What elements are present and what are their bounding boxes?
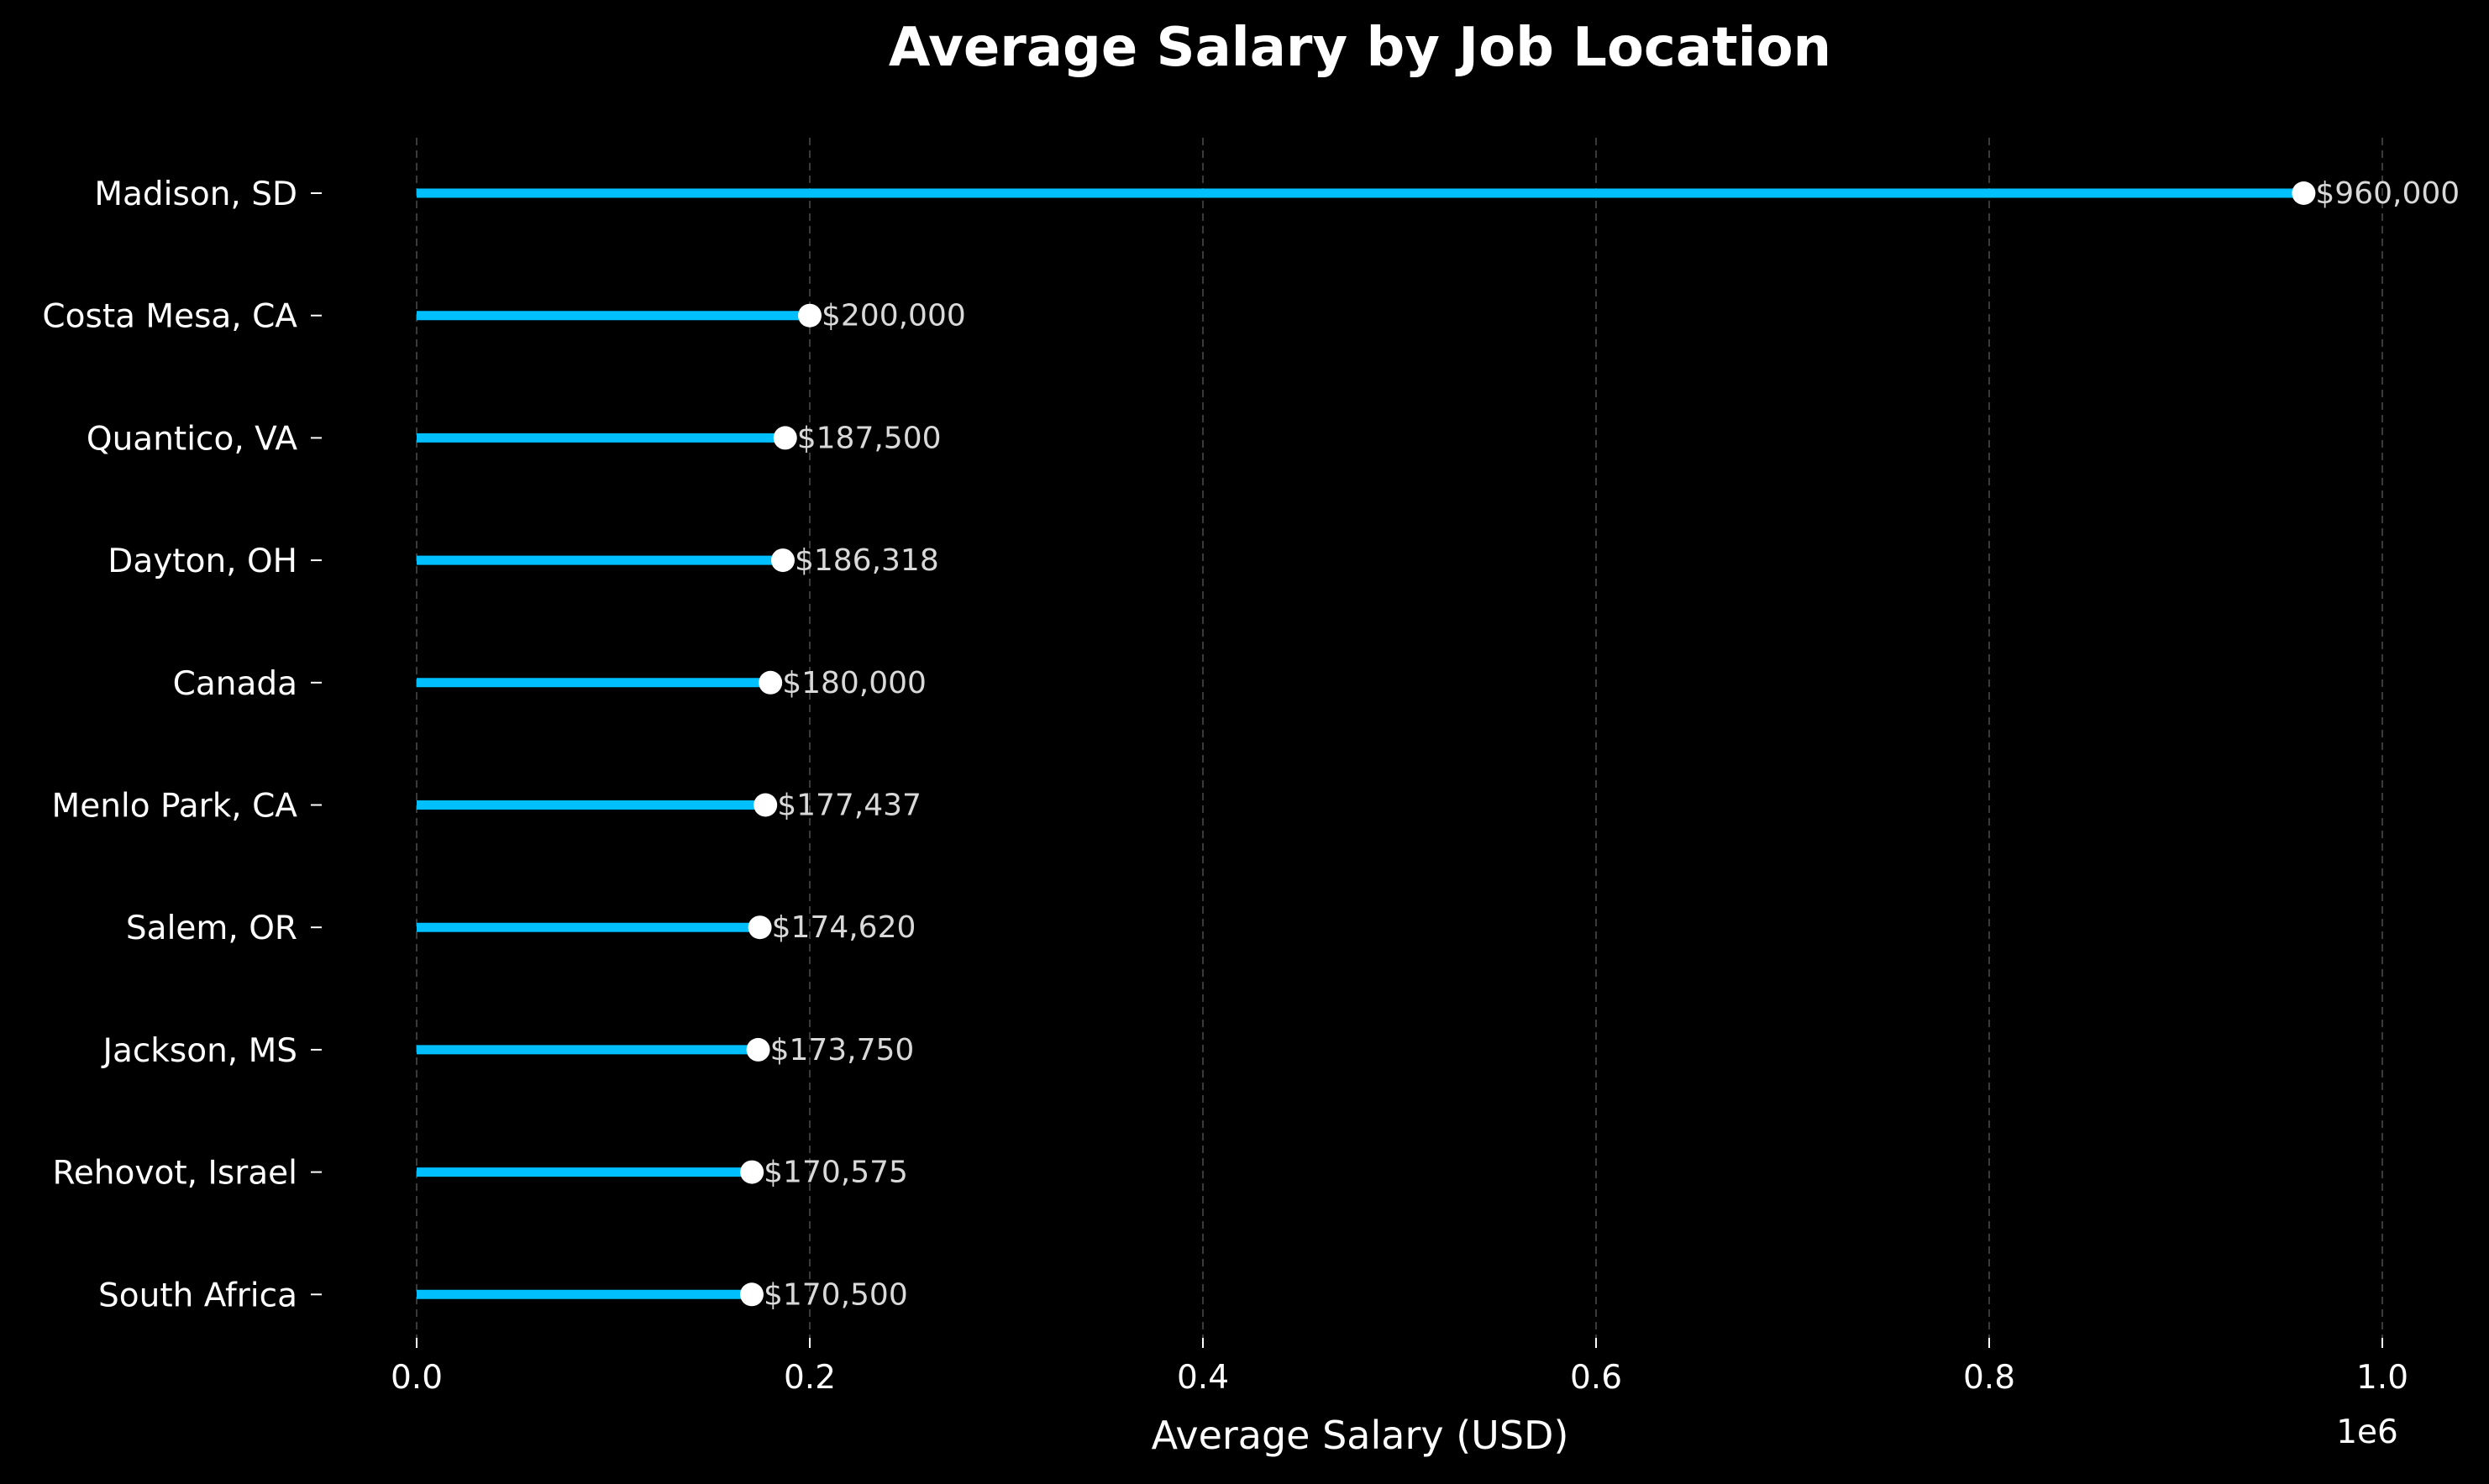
x-tick-label: 0.4 — [1177, 1359, 1229, 1397]
x-axis-offset-label: 1e6 — [2336, 1413, 2398, 1451]
category-label: Madison, SD — [94, 176, 297, 213]
lollipop-marker — [770, 548, 795, 573]
x-tick-label: 0.6 — [1570, 1359, 1622, 1397]
value-label: $173,750 — [770, 1033, 915, 1067]
x-tick-label: 0.0 — [391, 1359, 443, 1397]
data-label-layer: $960,000 $200,000 $187,500 $186,318 $180,000… — [764, 176, 2460, 1312]
category-label: Canada — [173, 665, 297, 703]
value-label: $960,000 — [2315, 176, 2460, 211]
lollipop-marker — [740, 1160, 764, 1184]
x-axis-label: Average Salary (USD) — [1152, 1413, 1569, 1458]
x-tick-label: 0.8 — [1963, 1359, 2015, 1397]
value-label: $174,620 — [772, 910, 916, 945]
x-tick-label: 0.2 — [784, 1359, 836, 1397]
stem-layer — [417, 188, 2304, 1299]
lollipop-marker — [759, 670, 783, 695]
category-label: South Africa — [98, 1277, 297, 1314]
lollipop-marker — [2292, 181, 2316, 205]
value-label: $170,500 — [764, 1277, 908, 1312]
lollipop-marker — [748, 915, 772, 940]
marker-layer — [739, 181, 2316, 1307]
category-label: Rehovot, Israel — [52, 1155, 297, 1193]
y-tick-layer: Madison, SD Costa Mesa, CA Quantico, VA Day… — [42, 176, 322, 1314]
value-label: $200,000 — [822, 299, 966, 333]
category-label: Costa Mesa, CA — [42, 298, 297, 336]
value-label: $186,318 — [795, 543, 939, 578]
category-label: Salem, OR — [126, 910, 297, 947]
value-label: $177,437 — [777, 789, 922, 823]
lollipop-marker — [754, 793, 778, 817]
x-tick-layer: 0.0 0.2 0.4 0.6 0.8 1.0 — [391, 1338, 2408, 1397]
x-tick-label: 1.0 — [2356, 1359, 2408, 1397]
lollipop-marker — [746, 1037, 770, 1062]
value-label: $180,000 — [782, 666, 927, 700]
lollipop-marker — [739, 1282, 764, 1307]
grid-layer — [416, 138, 2383, 1338]
category-label: Jackson, MS — [100, 1032, 297, 1070]
lollipop-marker — [773, 426, 797, 450]
category-label: Quantico, VA — [87, 420, 297, 458]
value-label: $170,575 — [764, 1156, 908, 1190]
value-label: $187,500 — [797, 421, 942, 455]
lollipop-marker — [798, 303, 822, 328]
category-label: Menlo Park, CA — [52, 788, 298, 826]
chart-title: Average Salary by Job Location — [889, 17, 1831, 79]
category-label: Dayton, OH — [108, 543, 297, 580]
